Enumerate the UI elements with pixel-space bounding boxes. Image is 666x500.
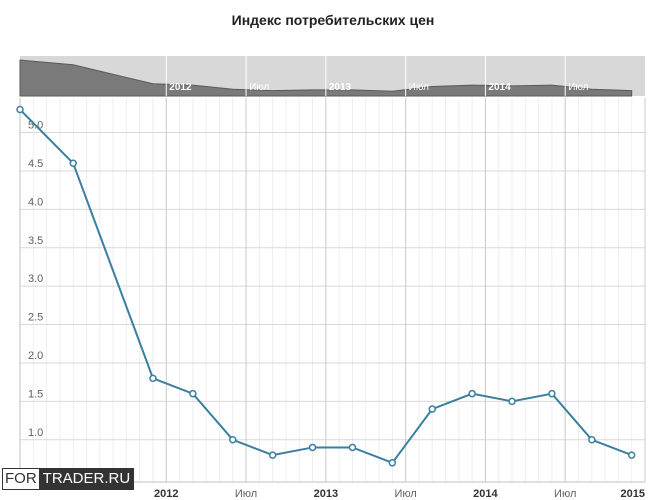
x-tick-label: 2013 [314,488,338,500]
y-axis: 1.01.52.02.53.03.54.04.55.0 [19,98,43,482]
data-point [69,159,77,168]
chart-title: Индекс потребительских цен [231,12,435,28]
y-tick-label: 3.0 [28,273,43,285]
navigator-label: 2013 [329,82,352,93]
data-point [548,389,556,398]
navigator-label: Июл [409,82,429,93]
chart-grid [19,98,646,482]
data-point [428,405,436,413]
navigator-label: 2014 [488,82,511,93]
x-tick-label: 2012 [154,488,178,500]
series-layer [16,105,636,467]
data-point [308,443,317,452]
y-tick-label: 2.5 [28,312,43,324]
watermark-left: FOR [2,468,40,490]
data-point [627,451,636,459]
data-point [468,389,476,398]
y-tick-label: 1.0 [28,427,43,439]
watermark-right: TRADER.RU [39,468,135,490]
watermark-logo: FOR TRADER.RU [2,468,135,490]
y-tick-label: 3.5 [28,235,43,247]
data-point [229,436,237,444]
x-tick-label: 2014 [473,488,498,500]
x-tick-label: 2015 [621,488,645,500]
y-tick-label: 4.5 [28,158,43,170]
navigator-label: Июл [568,82,588,93]
data-point [149,374,157,383]
data-point [189,389,197,398]
navigator-label: Июл [249,82,269,93]
data-point [508,397,516,406]
x-tick-label: Июл [554,488,576,500]
x-tick-label: Июл [235,488,257,500]
data-point [588,436,596,444]
y-tick-label: 4.0 [28,196,43,208]
navigator-panel[interactable]: 2012 Июл 2013 Июл 2014 Июл [19,56,645,97]
navigator-label: 2012 [169,82,192,93]
y-tick-label: 2.0 [28,350,43,362]
data-point [388,459,397,467]
data-point [268,451,277,459]
y-tick-label: 1.5 [28,388,43,400]
data-point [348,443,357,452]
navigator-area [19,59,633,97]
data-point [16,105,24,114]
x-tick-label: Июл [394,488,416,500]
